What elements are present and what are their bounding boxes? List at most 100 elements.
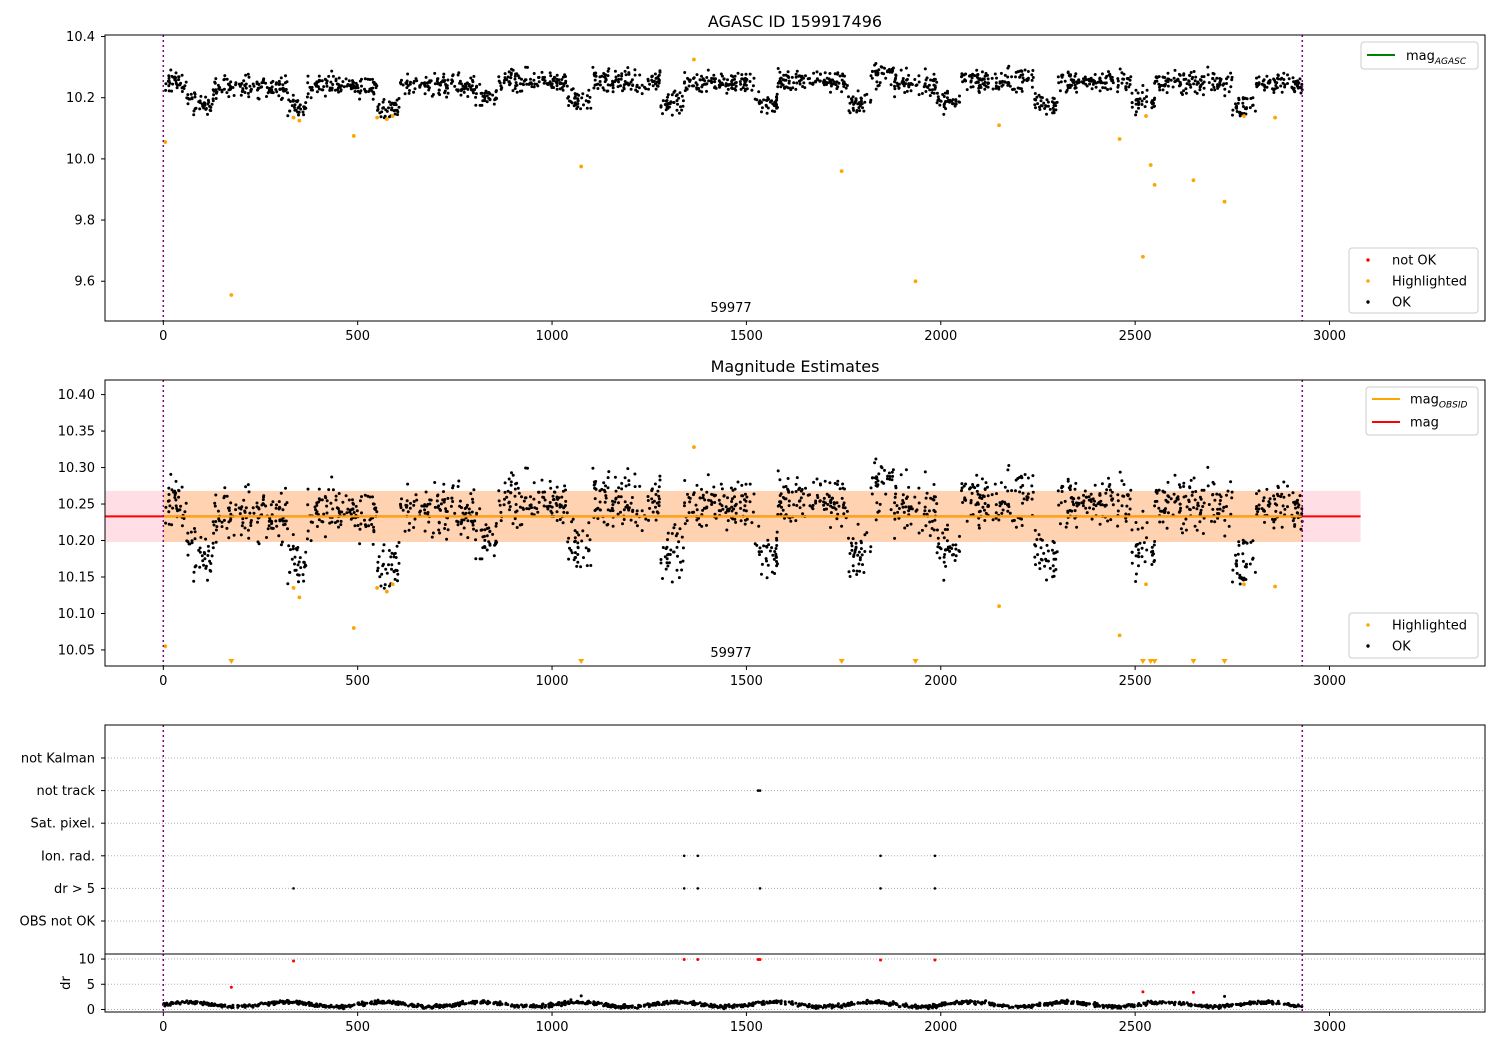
agasc-ok-point bbox=[415, 79, 419, 83]
agasc-ok-point bbox=[1075, 90, 1079, 94]
agasc-ok-point bbox=[907, 82, 911, 86]
estimate-ok-point bbox=[323, 535, 327, 539]
agasc-ok-point bbox=[1231, 108, 1235, 112]
estimate-ok-point bbox=[485, 548, 489, 552]
estimate-ok-point bbox=[1088, 506, 1092, 510]
agasc-ok-point bbox=[1127, 85, 1131, 89]
estimate-ok-point bbox=[566, 540, 570, 544]
estimate-ok-point bbox=[721, 507, 725, 511]
estimate-ok-point bbox=[943, 553, 947, 556]
estimate-ok-point bbox=[1025, 498, 1029, 502]
estimate-ok-point bbox=[1059, 501, 1063, 505]
agasc-ok-point bbox=[337, 76, 341, 80]
agasc-highlighted-point bbox=[997, 123, 1001, 128]
estimate-ok-point bbox=[1110, 490, 1114, 494]
estimate-ok-point bbox=[438, 531, 442, 535]
estimate-highlighted-point bbox=[1242, 582, 1246, 587]
agasc-ok-point bbox=[838, 74, 842, 78]
estimate-ok-point bbox=[1236, 552, 1240, 556]
agasc-ok-point bbox=[760, 110, 763, 114]
estimate-ok-point bbox=[1008, 511, 1012, 515]
estimate-ok-point bbox=[1225, 493, 1228, 497]
agasc-ok-point bbox=[306, 92, 310, 96]
estimate-ok-point bbox=[1230, 490, 1234, 494]
agasc-highlighted-point bbox=[1242, 114, 1246, 118]
estimate-ok-point bbox=[829, 501, 833, 505]
estimate-ok-point bbox=[408, 521, 411, 525]
estimate-ok-point bbox=[1037, 533, 1041, 537]
estimate-ok-point bbox=[692, 491, 696, 495]
agasc-ok-point bbox=[584, 99, 588, 103]
agasc-ok-point bbox=[852, 108, 856, 112]
estimate-ok-point bbox=[1281, 504, 1285, 508]
agasc-highlighted-point bbox=[913, 279, 918, 284]
agasc-ok-point bbox=[713, 77, 716, 81]
agasc-ok-point bbox=[1189, 85, 1193, 89]
estimate-ok-point bbox=[669, 548, 673, 552]
estimate-ok-point bbox=[443, 498, 447, 501]
agasc-ok-point bbox=[657, 77, 661, 81]
agasc-ok-point bbox=[475, 84, 479, 88]
agasc-ok-point bbox=[635, 85, 639, 89]
agasc-ok-point bbox=[664, 108, 668, 112]
estimate-ok-point bbox=[397, 561, 401, 565]
estimates-y-tick-label: 10.40 bbox=[58, 388, 95, 403]
estimate-ok-point bbox=[1300, 512, 1304, 516]
flags-category-label: OBS not OK bbox=[20, 915, 96, 930]
estimate-ok-point bbox=[853, 550, 857, 554]
estimate-ok-point bbox=[1234, 562, 1238, 566]
estimate-ok-point bbox=[215, 525, 219, 529]
estimate-ok-point bbox=[1126, 494, 1130, 498]
agasc-ok-point bbox=[423, 83, 427, 87]
estimate-ok-point bbox=[1192, 476, 1196, 480]
estimate-ok-point bbox=[923, 505, 927, 509]
agasc-ok-point bbox=[445, 86, 448, 90]
estimate-ok-point bbox=[241, 521, 245, 525]
estimate-ok-point bbox=[517, 491, 521, 495]
dr-point bbox=[321, 1005, 325, 1009]
estimate-ok-point bbox=[352, 502, 355, 506]
agasc-ok-point bbox=[706, 68, 710, 72]
estimate-ok-point bbox=[795, 504, 799, 507]
agasc-ok-point bbox=[1165, 91, 1169, 95]
agasc-ok-point bbox=[458, 81, 462, 85]
estimate-ok-point bbox=[794, 490, 798, 493]
estimate-ok-point bbox=[358, 499, 362, 503]
estimate-ok-point bbox=[787, 504, 791, 508]
estimate-ok-point bbox=[638, 484, 642, 488]
estimate-ok-point bbox=[606, 476, 610, 480]
estimate-ok-point bbox=[423, 529, 427, 533]
agasc-ok-point bbox=[627, 71, 631, 75]
estimate-ok-point bbox=[1081, 504, 1085, 508]
estimate-ok-point bbox=[946, 528, 949, 531]
estimate-ok-point bbox=[701, 496, 705, 500]
agasc-ok-point bbox=[320, 79, 324, 83]
estimate-ok-point bbox=[542, 504, 546, 508]
estimate-ok-point bbox=[1182, 485, 1186, 488]
estimates-y-tick-label: 10.10 bbox=[58, 607, 95, 622]
estimate-ok-point bbox=[764, 557, 768, 561]
agasc-ok-point bbox=[907, 85, 911, 89]
dr-point bbox=[1038, 1001, 1042, 1005]
estimate-ok-point bbox=[915, 508, 919, 512]
estimate-ok-point bbox=[942, 536, 946, 540]
dr-point bbox=[1146, 999, 1150, 1003]
estimate-ok-point bbox=[358, 527, 362, 531]
agasc-ok-point bbox=[186, 96, 190, 100]
agasc-ok-point bbox=[1019, 69, 1023, 73]
estimate-off-scale-marker bbox=[1221, 659, 1228, 664]
estimate-ok-point bbox=[390, 551, 394, 555]
estimate-ok-point bbox=[640, 509, 644, 513]
estimates-x-tick-label: 1500 bbox=[730, 674, 763, 689]
estimate-ok-point bbox=[227, 536, 231, 540]
agasc-ok-point bbox=[1187, 79, 1191, 83]
dr-point bbox=[592, 1000, 596, 1004]
agasc-ok-point bbox=[1257, 75, 1261, 79]
estimate-ok-point bbox=[204, 537, 208, 541]
estimate-ok-point bbox=[569, 548, 573, 552]
estimate-ok-point bbox=[962, 484, 966, 488]
flag-point bbox=[756, 789, 760, 792]
estimate-ok-point bbox=[1150, 563, 1154, 566]
agasc-ok-point bbox=[933, 86, 937, 89]
